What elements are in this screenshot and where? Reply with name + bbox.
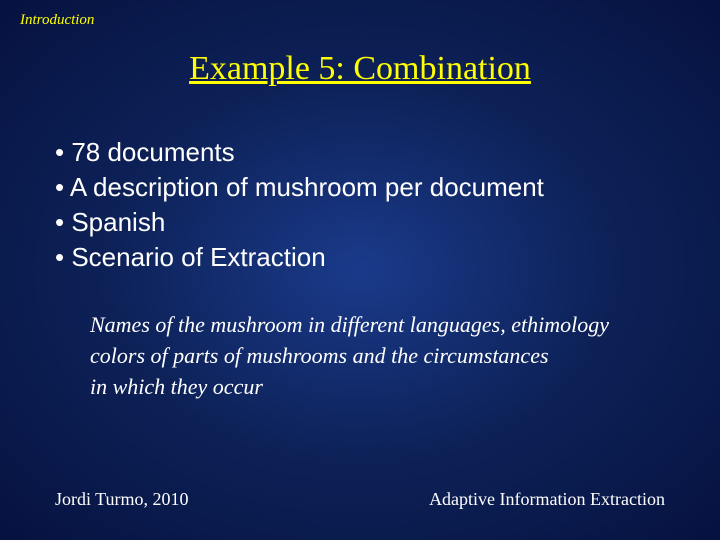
section-label: Introduction [20,12,94,29]
footer-title: Adaptive Information Extraction [429,489,665,510]
description-line: Names of the mushroom in different langu… [90,310,660,341]
description-block: Names of the mushroom in different langu… [90,310,660,402]
description-line: colors of parts of mushrooms and the cir… [90,341,660,372]
bullet-item: • Scenario of Extraction [55,240,680,275]
bullet-item: • Spanish [55,205,680,240]
bullet-item: • 78 documents [55,135,680,170]
slide-title: Example 5: Combination [0,50,720,88]
bullet-item: • A description of mushroom per document [55,170,680,205]
description-line: in which they occur [90,372,660,403]
footer-author: Jordi Turmo, 2010 [55,489,189,510]
bullet-list: • 78 documents • A description of mushro… [55,135,680,275]
